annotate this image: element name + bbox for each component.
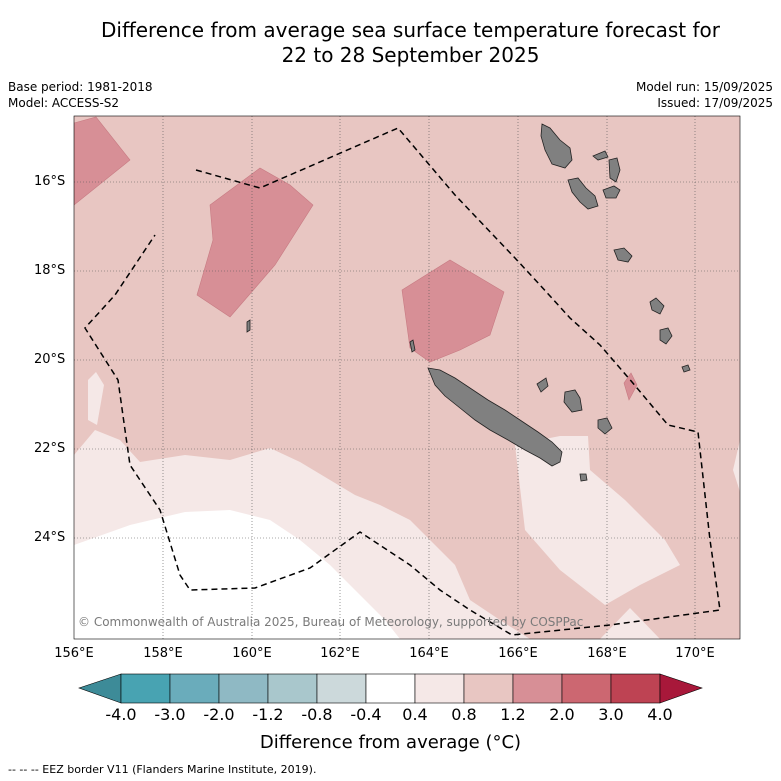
new-caledonia-island	[427, 367, 563, 467]
anomaly-light-south-edge	[600, 608, 660, 639]
island-west-small	[246, 319, 251, 333]
lon-label-164e: 164°E	[409, 646, 449, 661]
graticule	[74, 116, 740, 639]
colorbar-label: -4.0	[105, 705, 137, 724]
title-line-2: 22 to 28 September 2025	[281, 43, 540, 67]
anomaly-light-southeast	[515, 436, 680, 605]
vanuatu-espiritu-santo	[540, 123, 573, 169]
anomaly-warm-east	[623, 372, 638, 401]
colorbar-label: -2.0	[203, 705, 235, 724]
colorbar-swatch-11	[610, 673, 661, 704]
lon-label-156e: 156°E	[54, 646, 94, 661]
anomaly-light-west-spike	[88, 372, 104, 425]
loyalty-island-2	[563, 389, 583, 413]
meta-right: Model run: 15/09/2025 Issued: 17/09/2025	[636, 79, 773, 111]
lon-label-158e: 158°E	[143, 646, 183, 661]
lat-label-20s: 20°S	[34, 352, 66, 367]
title-line-1: Difference from average sea surface temp…	[100, 18, 720, 42]
map-title: Difference from average sea surface temp…	[40, 18, 781, 68]
model-name: Model: ACCESS-S2	[8, 96, 120, 110]
lat-label-22s: 22°S	[34, 441, 66, 456]
lon-label-168e: 168°E	[587, 646, 627, 661]
colorbar-swatch-3	[218, 673, 269, 704]
anomaly-neutral-southwest	[74, 510, 400, 639]
colorbar-swatch-4	[267, 673, 318, 704]
vanuatu-malakula	[567, 177, 599, 210]
lon-label-162e: 162°E	[320, 646, 360, 661]
loyalty-island-1	[536, 377, 549, 393]
anomaly-light-east-edge	[733, 440, 740, 492]
colorbar-label: -3.0	[154, 705, 186, 724]
colorbar-swatch-1	[120, 673, 171, 704]
lat-label-18s: 18°S	[34, 263, 66, 278]
eez-border	[84, 127, 721, 636]
colorbar	[78, 673, 703, 704]
colorbar-swatch-5	[316, 673, 367, 704]
lat-label-24s: 24°S	[34, 530, 66, 545]
colorbar-swatch-6	[365, 673, 416, 704]
vanuatu-aneityum	[659, 327, 673, 345]
issued-date: Issued: 17/09/2025	[657, 96, 773, 110]
colorbar-title: Difference from average (°C)	[259, 732, 522, 753]
lon-label-166e: 166°E	[498, 646, 538, 661]
colorbar-extend-high	[659, 673, 703, 704]
colorbar-label: -0.8	[301, 705, 333, 724]
colorbar-swatch-8	[463, 673, 514, 704]
anomaly-warm-northwest	[74, 116, 131, 206]
colorbar-label: -1.2	[252, 705, 284, 724]
colorbar-label: 4.0	[647, 705, 673, 724]
eez-legend-note: -- -- -- EEZ border V11 (Flanders Marine…	[8, 763, 317, 776]
lon-label-160e: 160°E	[232, 646, 272, 661]
vanuatu-efate	[613, 247, 633, 263]
vanuatu-island-4	[602, 185, 621, 199]
lat-label-16s: 16°S	[34, 174, 66, 189]
colorbar-swatch-7	[414, 673, 465, 704]
anomaly-warm-north	[196, 167, 314, 318]
copyright-notice: © Commonwealth of Australia 2025, Bureau…	[78, 615, 583, 629]
belep-islands	[409, 339, 416, 353]
colorbar-label: 0.4	[402, 705, 428, 724]
colorbar-label: 2.0	[549, 705, 575, 724]
lon-label-170e: 170°E	[675, 646, 715, 661]
vanuatu-island-5	[608, 157, 621, 183]
map-area: © Commonwealth of Australia 2025, Bureau…	[74, 116, 740, 639]
land	[246, 123, 691, 482]
map-frame	[73, 115, 741, 640]
colorbar-extend-low	[78, 673, 122, 704]
colorbar-swatch-9	[512, 673, 563, 704]
island-small-east	[681, 364, 691, 373]
base-period: Base period: 1981-2018	[8, 80, 153, 94]
colorbar-label: 1.2	[500, 705, 526, 724]
colorbar-swatch-2	[169, 673, 220, 704]
model-run: Model run: 15/09/2025	[635, 80, 773, 94]
isle-of-pines	[579, 473, 588, 482]
meta-left: Base period: 1981-2018 Model: ACCESS-S2	[8, 79, 153, 111]
colorbar-label: 3.0	[598, 705, 624, 724]
loyalty-island-3	[597, 417, 613, 435]
vanuatu-island-2	[592, 150, 609, 161]
colorbar-label: -0.4	[350, 705, 382, 724]
colorbar-swatch-10	[561, 673, 612, 704]
vanuatu-tanna	[649, 297, 665, 315]
colorbar-label: 0.8	[451, 705, 477, 724]
